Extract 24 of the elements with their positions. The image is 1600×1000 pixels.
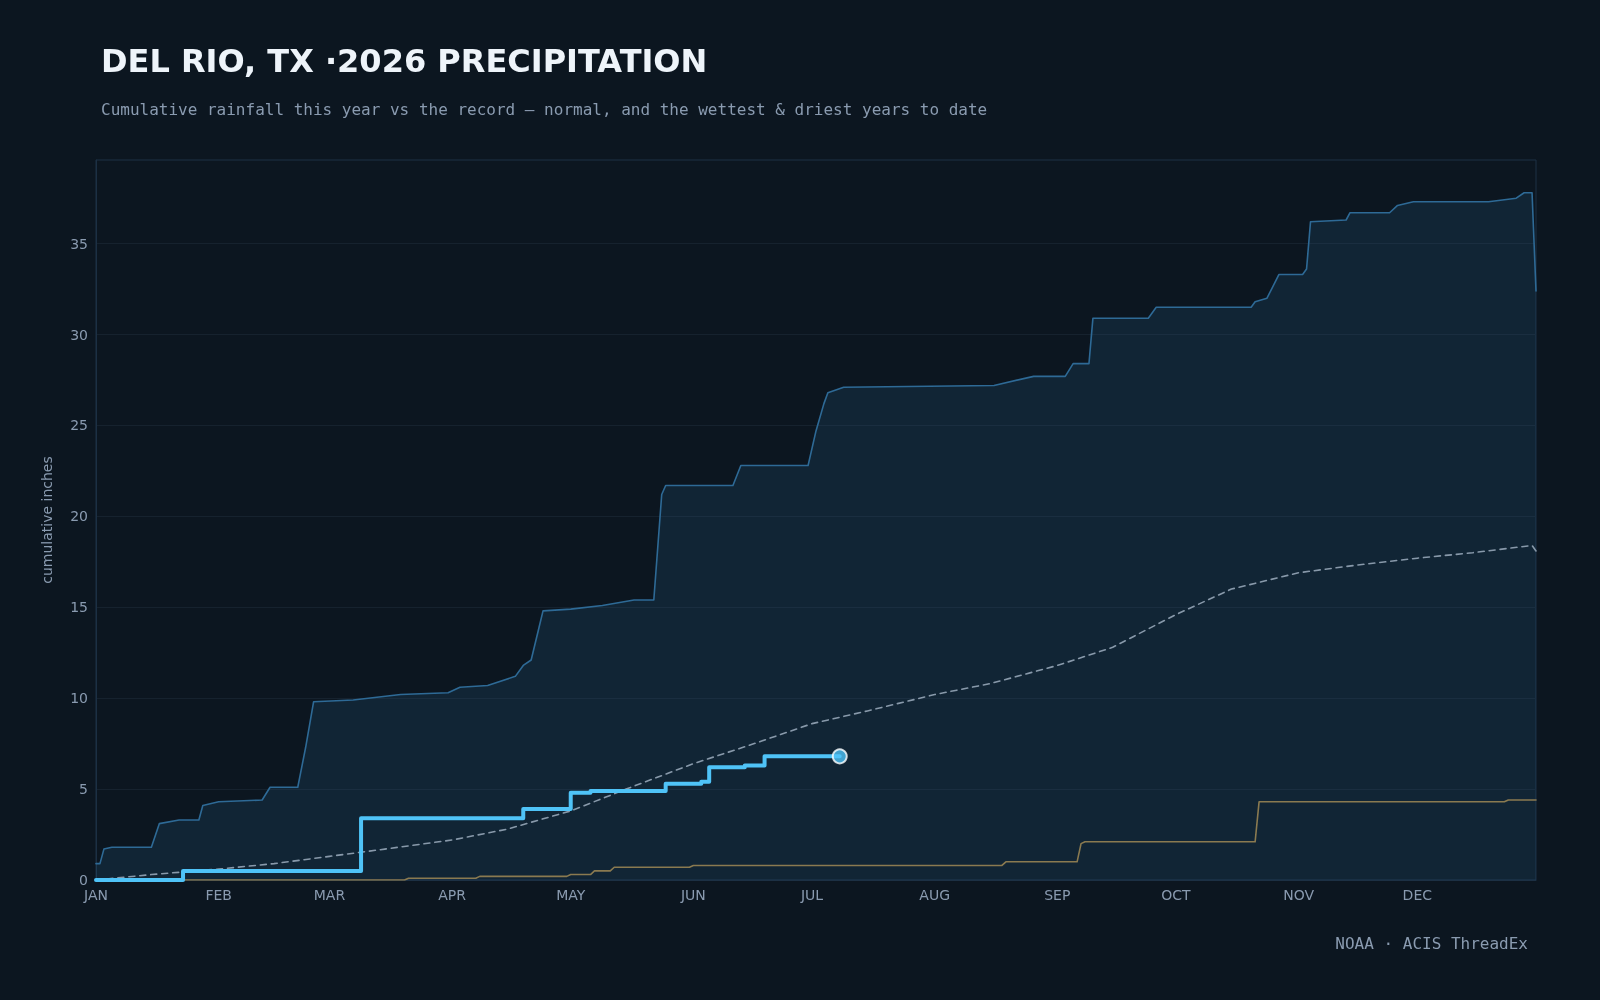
x-tick-label: MAR bbox=[313, 887, 346, 903]
chart-title: DEL RIO, TX ·2026 PRECIPITATION bbox=[101, 42, 708, 80]
x-tick-label: OCT bbox=[1161, 887, 1192, 903]
x-tick-label: NOV bbox=[1283, 887, 1315, 903]
x-tick-label: JUL bbox=[799, 887, 824, 903]
y-tick-label: 15 bbox=[70, 599, 88, 616]
x-tick-label: APR bbox=[438, 887, 467, 903]
x-tick-label: JAN bbox=[83, 887, 108, 903]
y-tick-label: 10 bbox=[70, 690, 88, 707]
x-tick-label: FEB bbox=[205, 887, 232, 903]
y-tick-label: 25 bbox=[70, 417, 88, 434]
chart-subtitle: Cumulative rainfall this year vs the record — normal, and the wettest & driest years to date bbox=[101, 99, 988, 119]
y-tick-label: 5 bbox=[79, 781, 88, 798]
x-tick-label: DEC bbox=[1402, 887, 1433, 903]
x-tick-label: MAY bbox=[556, 887, 586, 903]
y-tick-label: 0 bbox=[79, 872, 88, 888]
y-tick-label: 35 bbox=[70, 235, 88, 252]
y-tick-label: 30 bbox=[70, 326, 88, 343]
x-tick-label: SEP bbox=[1044, 887, 1071, 903]
x-tick-label: AUG bbox=[919, 887, 951, 903]
x-tick-label: JUN bbox=[679, 887, 706, 903]
y-axis-title: cumulative inches bbox=[39, 456, 55, 584]
text: NOAA · ACIS ThreadEx bbox=[1335, 933, 1529, 953]
y-tick-label: 20 bbox=[70, 508, 88, 525]
